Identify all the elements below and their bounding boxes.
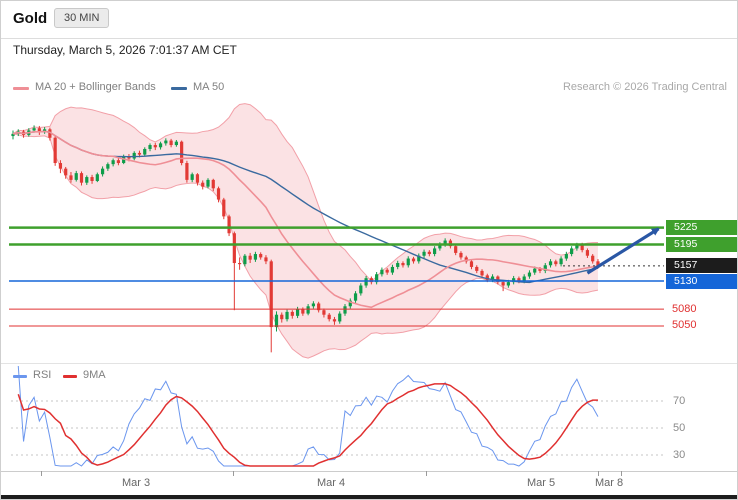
rsi-legend-swatch — [13, 375, 27, 378]
bollinger-band — [12, 103, 599, 359]
research-credit: Research © 2026 Trading Central — [562, 81, 727, 93]
rsi-ma-legend-swatch — [63, 375, 77, 378]
bullish-arrow — [586, 227, 660, 275]
time-label-mar3: Mar 3 — [121, 477, 151, 489]
rsi-scale-30: 30 — [673, 449, 686, 461]
ma50-legend-swatch — [171, 87, 187, 90]
rsi-lines — [17, 365, 599, 467]
ma20-legend-label: MA 20 + Bollinger Bands — [35, 81, 156, 93]
instrument-title: Gold — [13, 10, 48, 27]
header-bar: Gold 30 MIN — [1, 1, 737, 39]
rsi-legend-label: RSI — [33, 369, 52, 381]
axis-tick — [621, 471, 622, 476]
axis-tick — [233, 471, 234, 476]
axis-tick — [41, 471, 42, 476]
price-level-label-resistance-1: 5225 — [666, 220, 737, 236]
price-level-label-support-3: 5050 — [672, 319, 697, 332]
timeframe-badge: 30 MIN — [54, 8, 110, 28]
rsi-ma-legend-label: 9MA — [83, 369, 106, 381]
time-label-mar4: Mar 4 — [316, 477, 346, 489]
price-level-label-support-1: 5130 — [666, 273, 737, 289]
ma20-legend-swatch — [13, 87, 29, 90]
price-level-label-support-2: 5080 — [672, 302, 697, 315]
chart-datetime: Thursday, March 5, 2026 7:01:37 AM CET — [13, 43, 237, 57]
moving-averages — [12, 130, 599, 309]
price-levels — [9, 226, 664, 327]
pane-divider — [1, 363, 737, 364]
rsi-scale-70: 70 — [673, 395, 686, 407]
price-level-label-resistance-2: 5195 — [666, 236, 737, 252]
rsi-chart — [11, 365, 664, 467]
time-label-mar8: Mar 8 — [594, 477, 624, 489]
bottom-edge — [1, 495, 737, 499]
rsi-scale-50: 50 — [673, 422, 686, 434]
ma50-legend-label: MA 50 — [193, 81, 225, 93]
price-chart — [9, 103, 664, 359]
axis-tick — [598, 471, 599, 476]
time-label-mar5: Mar 5 — [526, 477, 556, 489]
price-level-label-last: 5157 — [666, 258, 737, 274]
time-axis-line — [1, 471, 737, 472]
axis-tick — [426, 471, 427, 476]
